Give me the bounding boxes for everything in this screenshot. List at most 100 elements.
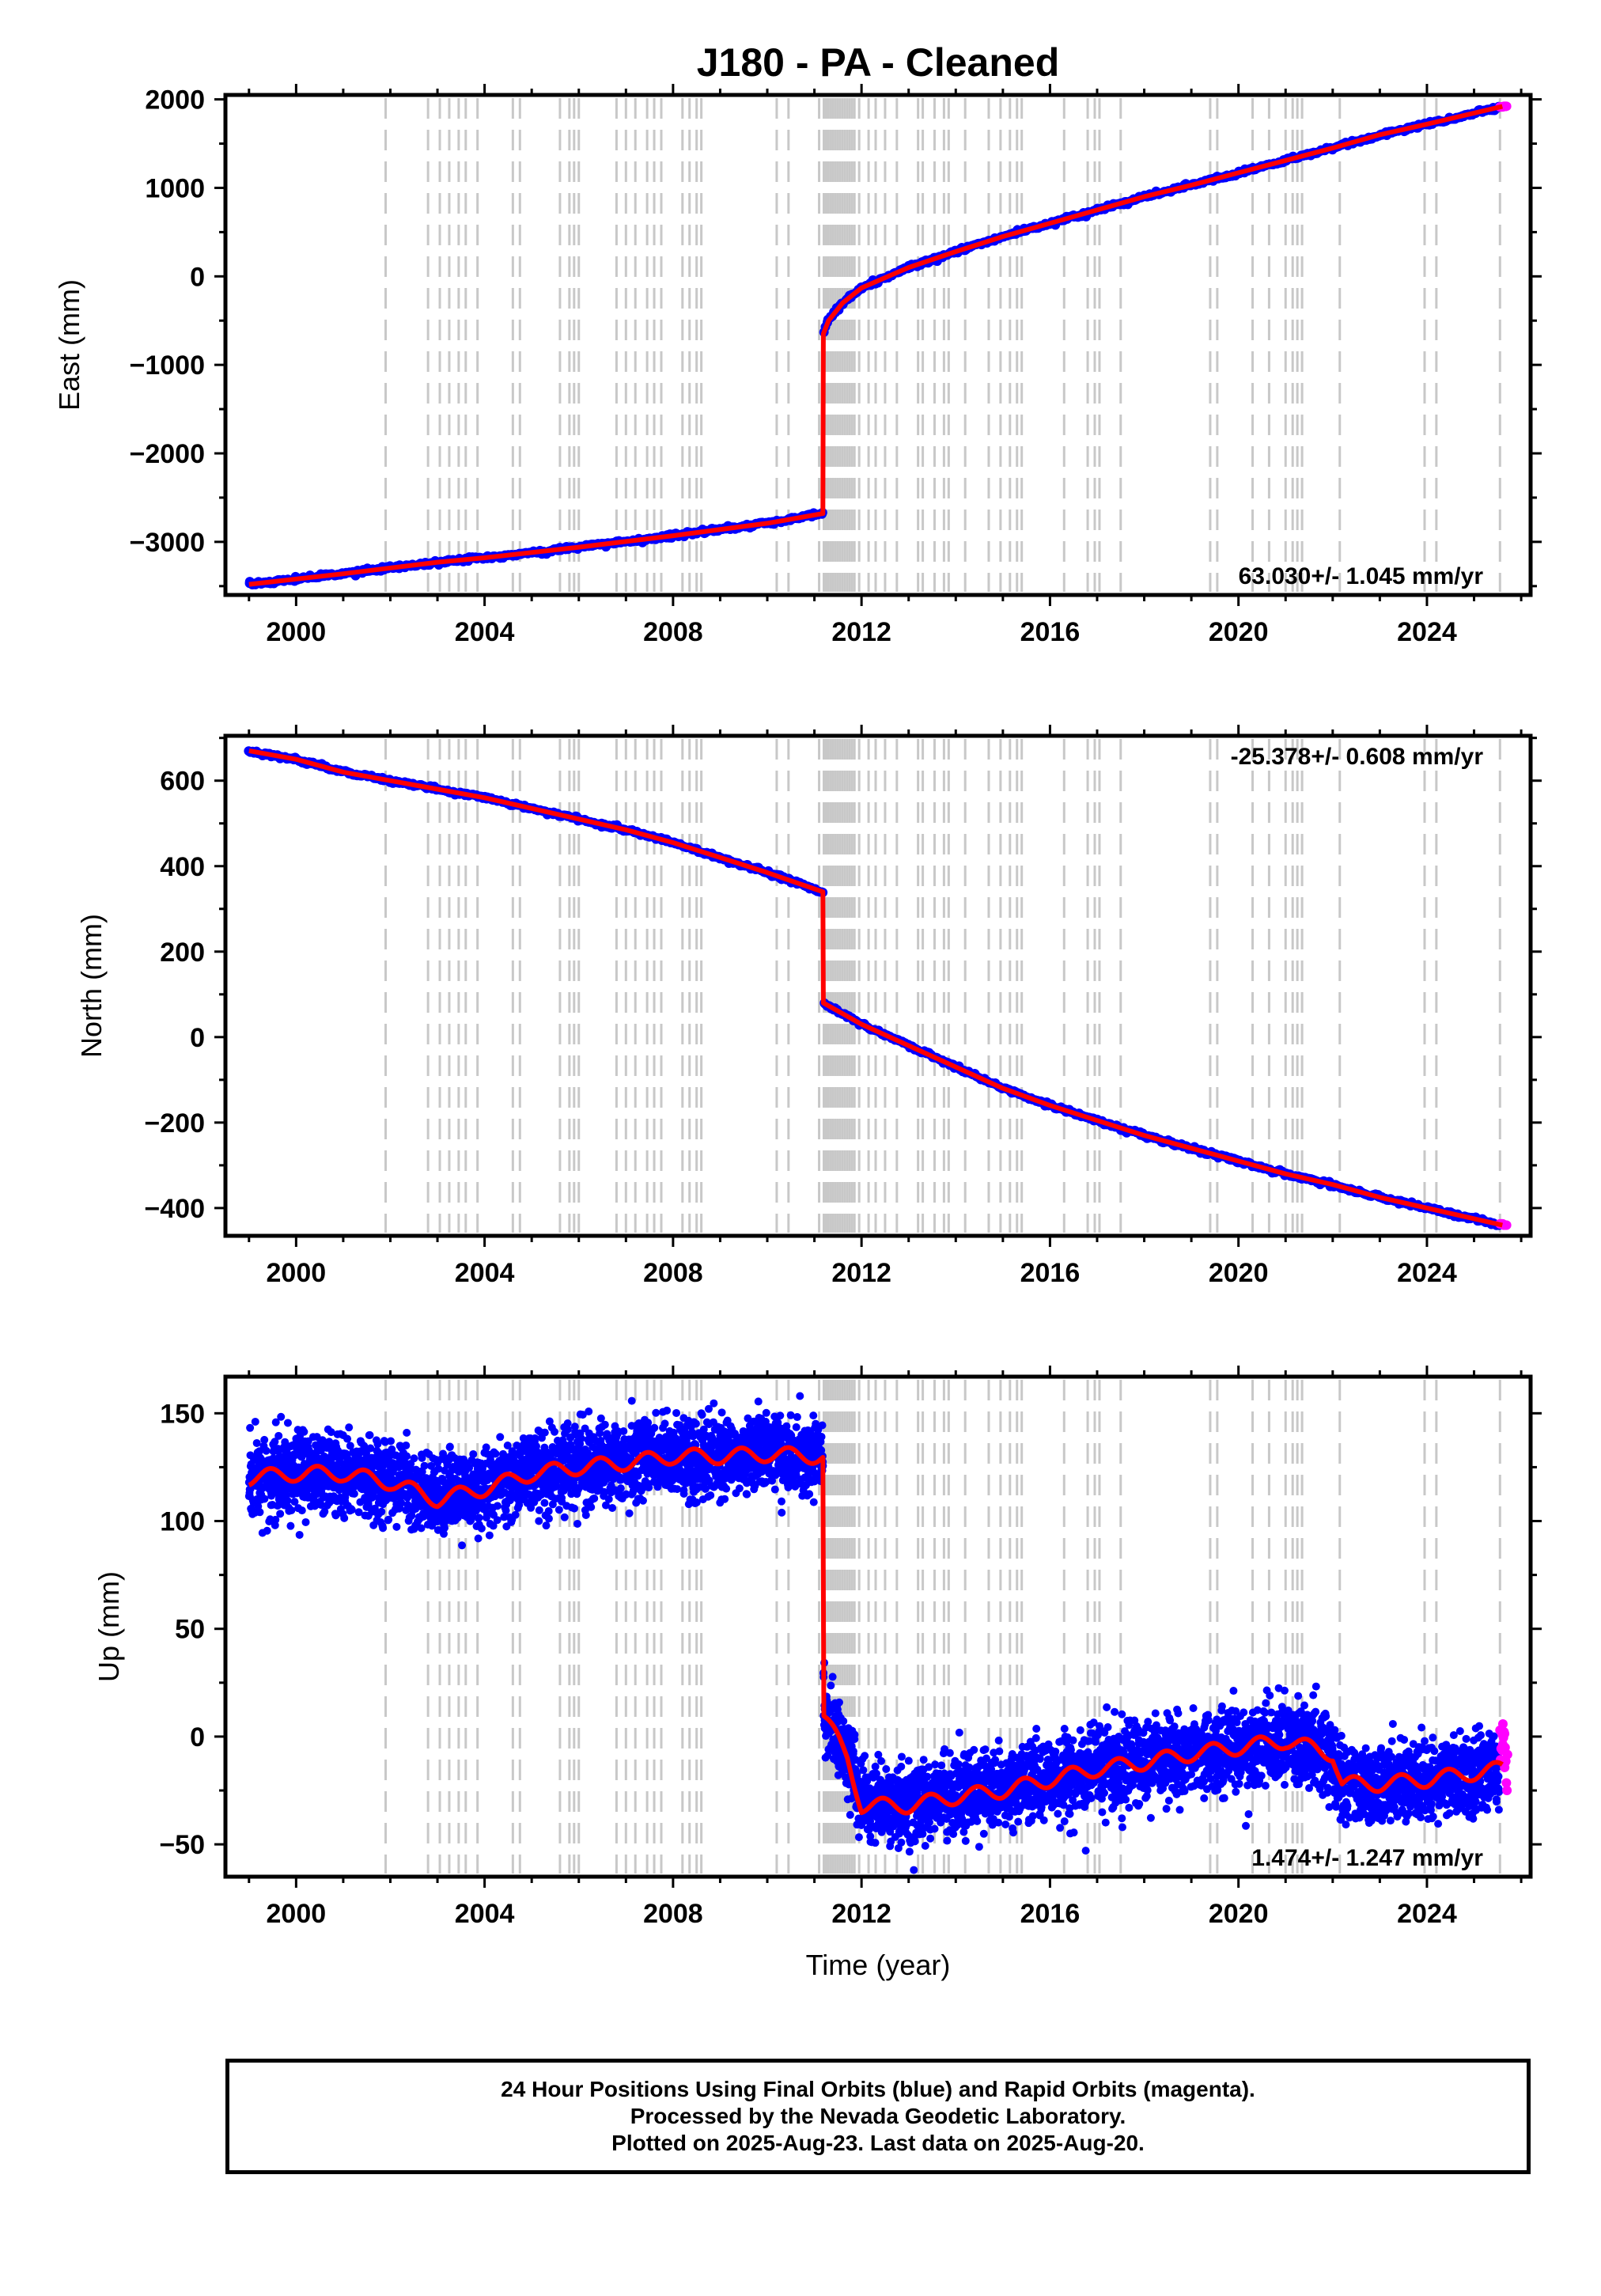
- final-orbit-point: [441, 1524, 449, 1533]
- final-orbit-point: [277, 1412, 286, 1421]
- final-orbit-point: [735, 1484, 744, 1493]
- final-orbit-point: [485, 1531, 494, 1540]
- x-tick-label: 2008: [643, 617, 703, 647]
- final-orbit-point: [706, 1491, 715, 1500]
- final-orbit-point: [585, 1408, 593, 1416]
- final-orbit-point: [600, 1420, 609, 1429]
- y-tick-label: −2000: [130, 439, 206, 469]
- final-orbit-point: [652, 1408, 660, 1417]
- final-orbit-points: [244, 101, 1504, 589]
- final-orbit-point: [590, 1494, 599, 1502]
- final-orbit-point: [511, 1510, 520, 1519]
- velocity-rate-label: -25.378+/- 0.608 mm/yr: [1231, 744, 1484, 770]
- final-orbit-point: [301, 1517, 310, 1526]
- final-orbit-point: [581, 1511, 590, 1520]
- final-orbit-point: [347, 1506, 356, 1514]
- final-orbit-point: [560, 1513, 569, 1521]
- final-orbit-point: [776, 1411, 785, 1420]
- final-orbit-point: [286, 1521, 295, 1530]
- final-orbit-point: [295, 1530, 304, 1539]
- final-orbit-point: [698, 1411, 706, 1419]
- x-tick-label: 2008: [643, 1258, 703, 1288]
- final-orbit-point: [262, 1446, 271, 1455]
- final-orbit-point: [660, 1419, 669, 1428]
- y-tick-label: −3000: [130, 528, 206, 558]
- final-orbit-point: [778, 1497, 786, 1506]
- final-orbit-point: [762, 1408, 770, 1417]
- final-orbit-point: [283, 1419, 292, 1427]
- y-tick-label: −200: [144, 1108, 205, 1139]
- final-orbit-point: [792, 1423, 800, 1431]
- final-orbit-point: [402, 1441, 411, 1449]
- final-orbit-point: [570, 1423, 579, 1431]
- final-orbit-point: [287, 1506, 296, 1514]
- final-orbit-point: [625, 1509, 634, 1517]
- final-orbit-point: [458, 1541, 467, 1550]
- y-tick-label: 1000: [145, 173, 205, 203]
- event-lines: [384, 98, 1501, 592]
- final-orbit-point: [491, 1449, 500, 1458]
- y-axis-label: North (mm): [75, 914, 108, 1058]
- final-orbit-point: [246, 1423, 255, 1432]
- final-orbit-point: [563, 1425, 572, 1434]
- final-orbit-point: [691, 1419, 700, 1428]
- x-tick-label: 2024: [1397, 617, 1457, 647]
- final-orbit-point: [350, 1490, 358, 1498]
- final-orbit-point: [420, 1461, 429, 1470]
- plot-frame: [223, 733, 1533, 1238]
- x-tick-label: 2016: [1020, 617, 1081, 647]
- final-orbit-point: [587, 1502, 596, 1511]
- final-orbit-point: [535, 1506, 543, 1514]
- final-orbit-point: [743, 1490, 751, 1498]
- final-orbit-point: [679, 1486, 688, 1495]
- final-orbit-point: [343, 1434, 352, 1443]
- final-orbit-point: [260, 1495, 269, 1503]
- y-tick-label: 2000: [145, 85, 205, 116]
- plot-frame: [223, 93, 1533, 597]
- final-orbit-point: [778, 1508, 786, 1517]
- x-tick-label: 2012: [831, 1258, 891, 1288]
- final-orbit-point: [297, 1506, 306, 1515]
- final-orbit-point: [558, 1494, 566, 1502]
- final-orbit-point: [796, 1392, 804, 1400]
- final-orbit-point: [754, 1397, 763, 1406]
- final-orbit-point: [544, 1506, 553, 1515]
- final-orbit-point: [493, 1516, 501, 1525]
- final-orbit-point: [384, 1515, 393, 1524]
- final-orbit-point: [260, 1435, 269, 1444]
- rapid-orbit-point: [1501, 1220, 1512, 1230]
- final-orbit-point: [663, 1406, 672, 1415]
- final-orbit-point: [387, 1437, 396, 1445]
- final-orbit-point: [493, 1502, 501, 1510]
- final-orbit-point: [340, 1514, 349, 1522]
- final-orbit-point: [392, 1522, 401, 1531]
- final-orbit-point: [577, 1434, 585, 1443]
- final-orbit-point: [410, 1454, 418, 1463]
- final-orbit-point: [551, 1427, 559, 1436]
- y-axis-label: East (mm): [53, 279, 85, 411]
- final-orbit-point: [540, 1428, 549, 1437]
- final-orbit-point: [531, 1434, 539, 1442]
- velocity-rate-label: 63.030+/- 1.045 mm/yr: [1239, 563, 1484, 589]
- x-axis: 2000 2004 2008 2012 2016 2020 2024: [248, 84, 1523, 647]
- final-orbit-point: [638, 1496, 647, 1505]
- plot-title: J180 - PA - Cleaned: [697, 40, 1060, 85]
- final-orbit-point: [283, 1496, 292, 1505]
- final-orbit-point: [770, 1485, 779, 1494]
- y-tick-label: −400: [144, 1194, 205, 1224]
- x-tick-label: 2020: [1209, 1258, 1269, 1288]
- final-orbit-point: [717, 1408, 726, 1417]
- final-orbit-point: [496, 1433, 505, 1442]
- final-orbit-point: [721, 1495, 729, 1503]
- x-tick-label: 2020: [1209, 617, 1269, 647]
- final-orbit-point: [469, 1449, 478, 1458]
- north-panel: 2000 2004 2008 2012 2016 2020 20246004002000−2…: [75, 725, 1542, 1288]
- final-orbit-point: [672, 1408, 681, 1417]
- final-orbit-point: [573, 1519, 582, 1528]
- final-orbit-point: [673, 1485, 682, 1494]
- final-orbit-point: [793, 1413, 801, 1422]
- y-tick-label: 400: [160, 852, 205, 882]
- final-orbit-point: [263, 1526, 271, 1535]
